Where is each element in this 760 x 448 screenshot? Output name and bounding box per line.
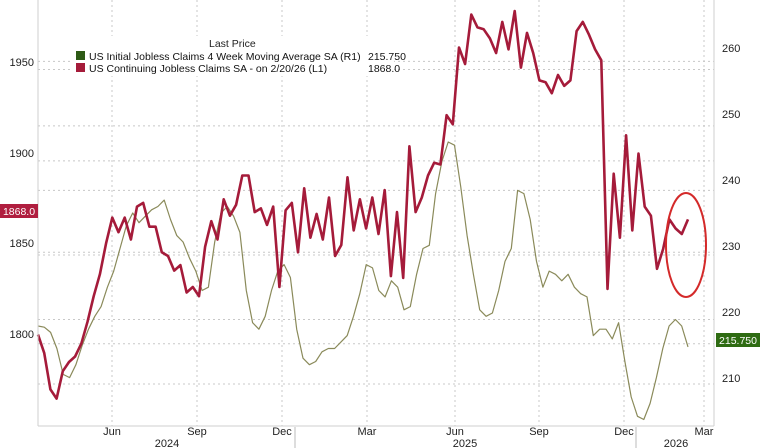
legend-box [70,36,394,76]
x-tick-label: Dec [614,426,634,438]
x-tick-label: Sep [529,426,549,438]
continuing-claims-line [36,9,690,400]
legend-entry-initial: US Initial Jobless Claims 4 Week Moving … [89,51,361,63]
x-axis-labels: Jun Sep Dec Mar Jun Sep Dec Mar 2024 202… [103,426,714,448]
right-badge-box [716,333,760,347]
right-badge-value: 215.750 [719,335,757,347]
x-tick-label: Mar [358,426,377,438]
right-last-value-badge: 215.750 [716,333,760,347]
x-tick-label: Dec [272,426,292,438]
left-y-ticks: 1800 1850 1900 1950 [10,57,34,341]
year-label: 2024 [155,438,179,448]
x-tick-label: Sep [187,426,207,438]
left-y-tick-label: 1900 [10,148,34,160]
right-y-tick-label: 260 [722,43,740,55]
series-layer [36,9,690,421]
highlight-circle [665,192,707,298]
legend-swatch-initial [76,51,85,60]
x-tick-label: Mar [695,426,714,438]
right-y-tick-label: 240 [722,175,740,187]
right-y-tick-label: 230 [722,241,740,253]
legend: Last Price US Initial Jobless Claims 4 W… [70,36,406,76]
legend-swatch-continuing [76,63,85,72]
year-label: 2025 [453,438,477,448]
left-last-value-badge: 1868.0 [0,204,38,218]
left-y-tick-label: 1800 [10,329,34,341]
right-y-ticks: 210 220 230 240 250 260 [722,43,740,385]
left-y-tick-label: 1850 [10,238,34,250]
initial-claims-line [37,141,689,421]
legend-value-initial: 215.750 [368,51,406,63]
left-y-tick-label: 1950 [10,57,34,69]
x-tick-label: Jun [446,426,464,438]
left-badge-box [0,204,38,218]
right-y-tick-label: 250 [722,109,740,121]
right-y-tick-label: 220 [722,307,740,319]
legend-value-continuing: 1868.0 [368,63,400,75]
legend-entry-continuing: US Continuing Jobless Claims SA - on 2/2… [89,63,327,75]
legend-header: Last Price [209,38,256,50]
year-label: 2026 [664,438,688,448]
right-y-tick-label: 210 [722,373,740,385]
left-badge-value: 1868.0 [3,206,35,218]
x-tick-label: Jun [103,426,121,438]
